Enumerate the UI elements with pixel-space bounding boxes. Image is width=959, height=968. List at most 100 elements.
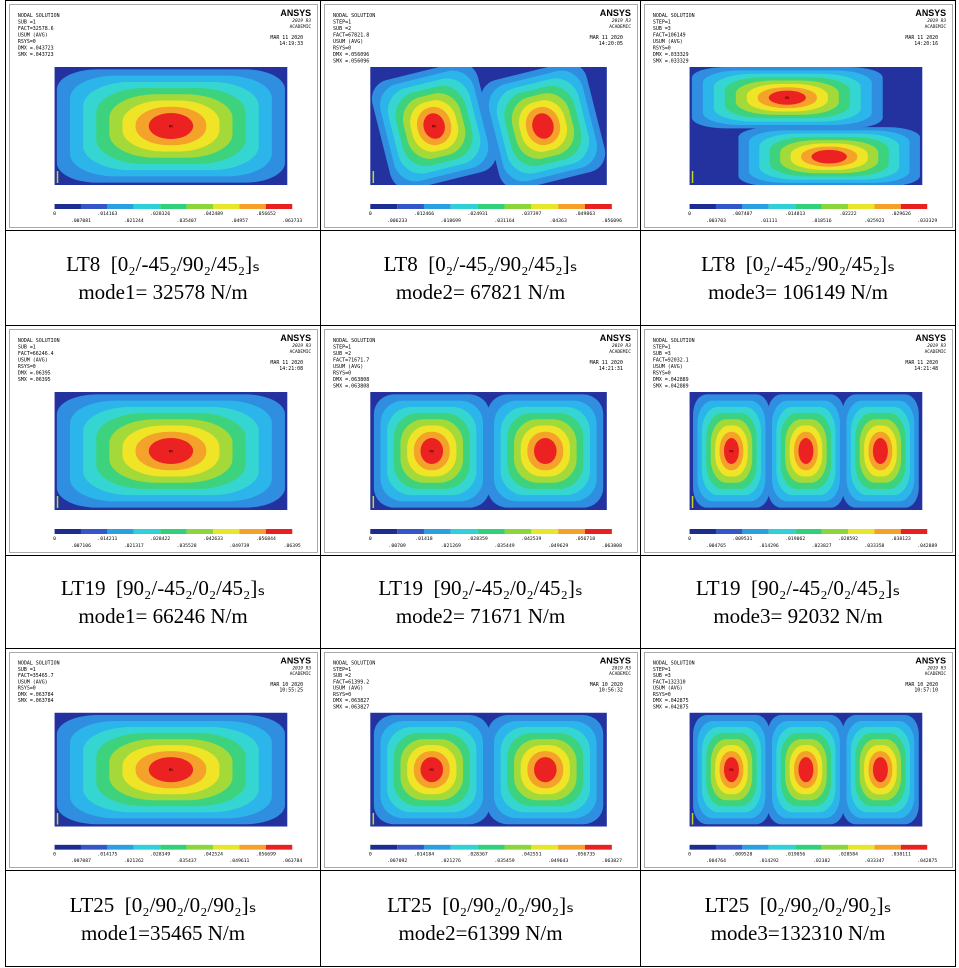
legend-label: .014813 bbox=[785, 211, 805, 217]
legend-label: .029626 bbox=[891, 211, 911, 217]
caption-mode: mode3=132310 N/m bbox=[711, 919, 886, 947]
contours bbox=[693, 394, 919, 507]
plot-header-line: DMX =.063827 bbox=[333, 698, 369, 704]
plot-header-line: DMX =.056096 bbox=[333, 52, 369, 58]
plot-header-line: STEP=1 bbox=[653, 19, 671, 25]
plot-time: 14:21:08 bbox=[279, 366, 303, 372]
legend-swatch bbox=[55, 204, 81, 209]
legend-swatch bbox=[81, 529, 107, 534]
plot-header-line: SMX =.056096 bbox=[333, 59, 369, 65]
legend-label: .035459 bbox=[494, 858, 514, 864]
legend-label: .02382 bbox=[813, 858, 830, 864]
image-cell: NODAL SOLUTIONSUB =1FACT=66246.4USUM (AV… bbox=[5, 325, 321, 556]
legend-label: .007106 bbox=[71, 543, 91, 549]
legend-label: .028326 bbox=[150, 211, 170, 217]
legend-label: .018699 bbox=[441, 218, 461, 224]
legend-swatch bbox=[874, 204, 900, 209]
legend-label: .049643 bbox=[548, 858, 568, 864]
legend-label: .02222 bbox=[839, 211, 856, 217]
contour-band bbox=[873, 438, 888, 464]
plot-header-line: FACT=32578.6 bbox=[18, 26, 54, 32]
legend-swatch bbox=[160, 529, 186, 534]
caption-mode: mode2= 71671 N/m bbox=[396, 602, 565, 630]
legend-swatch bbox=[558, 845, 585, 850]
legend-label: .021269 bbox=[441, 543, 461, 549]
plot-time: 14:21:48 bbox=[914, 366, 938, 372]
caption-mode: mode1=35465 N/m bbox=[81, 919, 245, 947]
legend-label: .014184 bbox=[414, 852, 434, 858]
legend-label: .003703 bbox=[706, 218, 726, 224]
legend-swatch bbox=[795, 529, 821, 534]
legend-label: .042889 bbox=[917, 543, 937, 549]
ansys-version: 2019 R3 bbox=[292, 665, 311, 671]
legend-swatch bbox=[716, 845, 742, 850]
legend-swatch bbox=[558, 204, 585, 209]
legend-label: .021262 bbox=[124, 858, 144, 864]
legend-swatch bbox=[742, 529, 768, 534]
caption-cell: LT8 [0₂/-45₂/90₂/45₂]ₛmode3= 106149 N/m bbox=[640, 230, 956, 326]
plot-header-line: RSYS=0 bbox=[653, 370, 671, 376]
legend-swatch bbox=[239, 845, 265, 850]
contour-plot: NODAL SOLUTIONSTEP=1SUB =3FACT=132310USU… bbox=[644, 652, 953, 868]
legend-label: .063784 bbox=[282, 858, 302, 864]
ansys-edition: ACADEMIC bbox=[290, 671, 312, 677]
contour-band bbox=[534, 757, 557, 782]
caption-mode: mode2=61399 N/m bbox=[398, 919, 562, 947]
legend-swatch bbox=[424, 845, 451, 850]
ansys-logo: ANSYS bbox=[915, 333, 946, 343]
plot-header-line: NODAL SOLUTION bbox=[18, 661, 60, 667]
plot-time: 14:19:33 bbox=[279, 41, 303, 47]
plot-header-line: USUM (AVG) bbox=[18, 679, 48, 685]
caption-mode: mode1= 66246 N/m bbox=[78, 602, 247, 630]
legend-label: .014175 bbox=[97, 851, 117, 857]
plot-header-line: SMX =.063827 bbox=[333, 705, 369, 711]
plot-header-line: SUB =2 bbox=[333, 351, 351, 357]
legend-label: .028349 bbox=[150, 851, 170, 857]
legend-label: .014292 bbox=[759, 858, 779, 864]
image-cell: NODAL SOLUTIONSTEP=1SUB =2FACT=67821.8US… bbox=[320, 0, 641, 231]
plot-header-line: USUM (AVG) bbox=[333, 686, 363, 692]
legend-swatch bbox=[690, 845, 716, 850]
plot-header-line: RSYS=0 bbox=[18, 364, 36, 370]
legend-swatch bbox=[742, 845, 768, 850]
plot-header-line: STEP=1 bbox=[333, 345, 351, 351]
legend-label: .042539 bbox=[521, 536, 541, 542]
legend-swatch bbox=[134, 845, 160, 850]
ansys-version: 2019 R3 bbox=[612, 18, 631, 24]
legend-label: .063808 bbox=[602, 543, 622, 549]
legend-label: .021276 bbox=[441, 858, 461, 864]
legend-label: .021317 bbox=[124, 543, 144, 549]
plot-header-line: FACT=71671.7 bbox=[333, 358, 369, 364]
plot-header-line: USUM (AVG) bbox=[333, 39, 363, 45]
plot-header-line: RSYS=0 bbox=[333, 46, 351, 52]
plot-header-line: DMX =.043723 bbox=[18, 45, 54, 51]
ansys-edition: ACADEMIC bbox=[290, 24, 312, 30]
ansys-logo: ANSYS bbox=[600, 656, 631, 666]
legend-swatch bbox=[504, 204, 531, 209]
legend-label: 0 bbox=[688, 211, 691, 217]
legend-swatch bbox=[901, 845, 927, 850]
legend-swatch bbox=[187, 529, 213, 534]
legend-label: .025923 bbox=[864, 218, 884, 224]
legend-label: .007092 bbox=[387, 858, 407, 864]
legend-swatch bbox=[160, 204, 186, 209]
legend-label: .042875 bbox=[917, 858, 937, 864]
legend-swatch bbox=[187, 204, 213, 209]
plot-header-line: FACT=132310 bbox=[653, 679, 686, 685]
legend-swatch bbox=[822, 529, 848, 534]
legend-label: .056096 bbox=[602, 218, 622, 224]
legend-label: .009528 bbox=[732, 851, 752, 857]
legend-label: .004765 bbox=[706, 543, 726, 549]
plot-header-line: DMX =.042889 bbox=[653, 377, 689, 383]
legend-label: .004764 bbox=[706, 858, 726, 864]
legend-label: .014296 bbox=[759, 543, 779, 549]
legend-swatch bbox=[213, 204, 239, 209]
ansys-logo: ANSYS bbox=[915, 8, 946, 18]
legend-swatch bbox=[370, 845, 397, 850]
legend-swatch bbox=[451, 204, 478, 209]
contours bbox=[693, 715, 919, 824]
plot-header-line: NODAL SOLUTION bbox=[653, 661, 695, 667]
